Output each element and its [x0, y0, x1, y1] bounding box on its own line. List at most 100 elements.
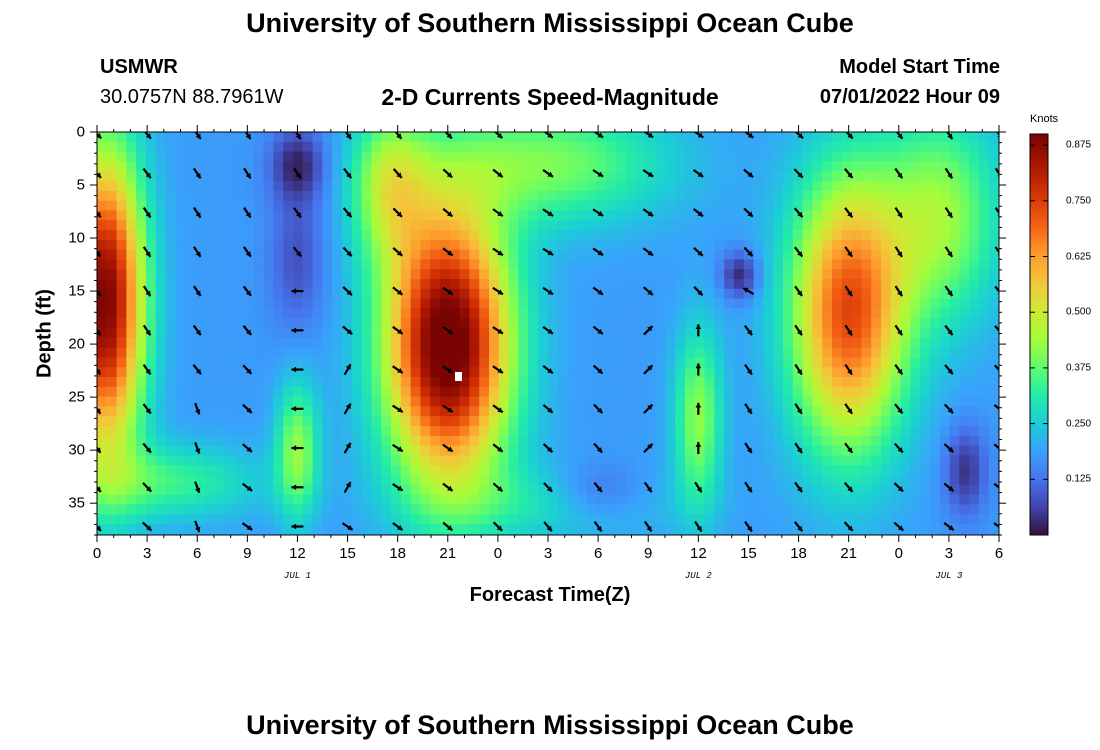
heat-cell [214, 416, 225, 427]
heat-cell [890, 249, 902, 260]
heat-cell [704, 524, 715, 535]
heat-cell [381, 190, 392, 202]
heat-cell [596, 279, 608, 290]
current-arrow [97, 446, 102, 454]
heat-cell [391, 465, 402, 476]
heat-cell [694, 190, 706, 202]
heat-cell [871, 445, 882, 456]
heat-cell [792, 337, 804, 349]
heat-cell [900, 318, 911, 329]
heat-cell [293, 288, 304, 300]
heat-cell [714, 347, 725, 358]
heat-cell [116, 337, 127, 349]
heat-cell [577, 298, 588, 309]
heat-cell [773, 386, 784, 398]
heat-cell [479, 396, 490, 407]
heat-cell [822, 328, 833, 339]
heat-cell [910, 200, 921, 211]
heat-cell [518, 357, 529, 368]
heat-cell [949, 426, 960, 437]
heat-cell [567, 269, 578, 280]
heat-cell [626, 141, 637, 153]
heat-cell [538, 190, 549, 202]
heat-cell [185, 514, 196, 525]
heat-cell [469, 318, 480, 329]
heat-cell [655, 367, 666, 378]
heat-cell [930, 386, 941, 398]
heat-cell [106, 259, 118, 270]
heat-cell [812, 298, 823, 309]
heat-cell [253, 269, 265, 280]
heat-cell [596, 357, 608, 368]
heat-cell [410, 249, 421, 260]
heat-cell [332, 357, 343, 368]
heat-cell [498, 377, 510, 388]
heat-cell [312, 465, 323, 476]
heat-cell [753, 132, 764, 143]
heat-cell [675, 249, 686, 260]
heat-cell [783, 279, 794, 290]
heat-cell [204, 259, 216, 270]
heat-cell [391, 239, 402, 251]
heat-cell [577, 239, 588, 251]
heat-cell [518, 533, 529, 535]
heat-cell [224, 426, 235, 437]
heat-cell [273, 249, 284, 260]
current-arrow [642, 208, 654, 217]
heat-cell [616, 337, 627, 349]
heat-cell [783, 337, 794, 349]
heat-cell [567, 533, 578, 535]
heat-cell [391, 279, 402, 290]
heat-cell [783, 239, 794, 251]
heat-cell [106, 200, 118, 211]
heat-cell [283, 455, 294, 466]
heat-cell [763, 416, 774, 427]
heat-cell [106, 435, 118, 447]
heat-cell [998, 484, 999, 496]
heat-cell [449, 132, 461, 143]
heat-cell [920, 151, 931, 162]
heat-cell [293, 465, 304, 476]
heat-cell [469, 406, 480, 417]
heat-cell [753, 533, 764, 535]
colorbar-ticks [1030, 144, 1048, 480]
heat-cell [694, 494, 706, 505]
heat-cell [214, 308, 225, 319]
heat-cell [361, 426, 372, 437]
heat-cell [97, 445, 108, 456]
heat-cell [714, 190, 725, 202]
heat-cell [596, 533, 608, 535]
heat-cell [675, 132, 686, 143]
heat-cell [302, 377, 314, 388]
heat-cell [253, 426, 265, 437]
heat-cell [841, 239, 853, 251]
heat-cell [822, 357, 833, 368]
heat-cell [351, 161, 363, 172]
heat-cell [469, 269, 480, 280]
heat-cell [116, 279, 127, 290]
heat-cell [920, 132, 931, 143]
heat-cell [273, 494, 284, 505]
heat-cell [302, 279, 314, 290]
heat-cell [704, 377, 715, 388]
heat-cell [214, 171, 225, 182]
heat-cell [714, 504, 725, 515]
heat-cell [449, 386, 461, 398]
heat-cell [175, 357, 186, 368]
heat-cell [283, 230, 294, 241]
heat-cell [979, 367, 990, 378]
heat-cell [939, 524, 951, 535]
heat-cell [812, 132, 823, 143]
heat-cell [538, 524, 549, 535]
heat-cell [400, 347, 412, 358]
heat-cell [528, 455, 539, 466]
heat-cell [126, 141, 137, 153]
heat-cell [283, 308, 294, 319]
heat-cell [361, 190, 372, 202]
heat-cell [430, 288, 441, 300]
heat-cell [165, 524, 176, 535]
heat-cell [665, 259, 676, 270]
heat-cell [332, 494, 343, 505]
heat-cell [851, 406, 862, 417]
heat-cell [675, 367, 686, 378]
